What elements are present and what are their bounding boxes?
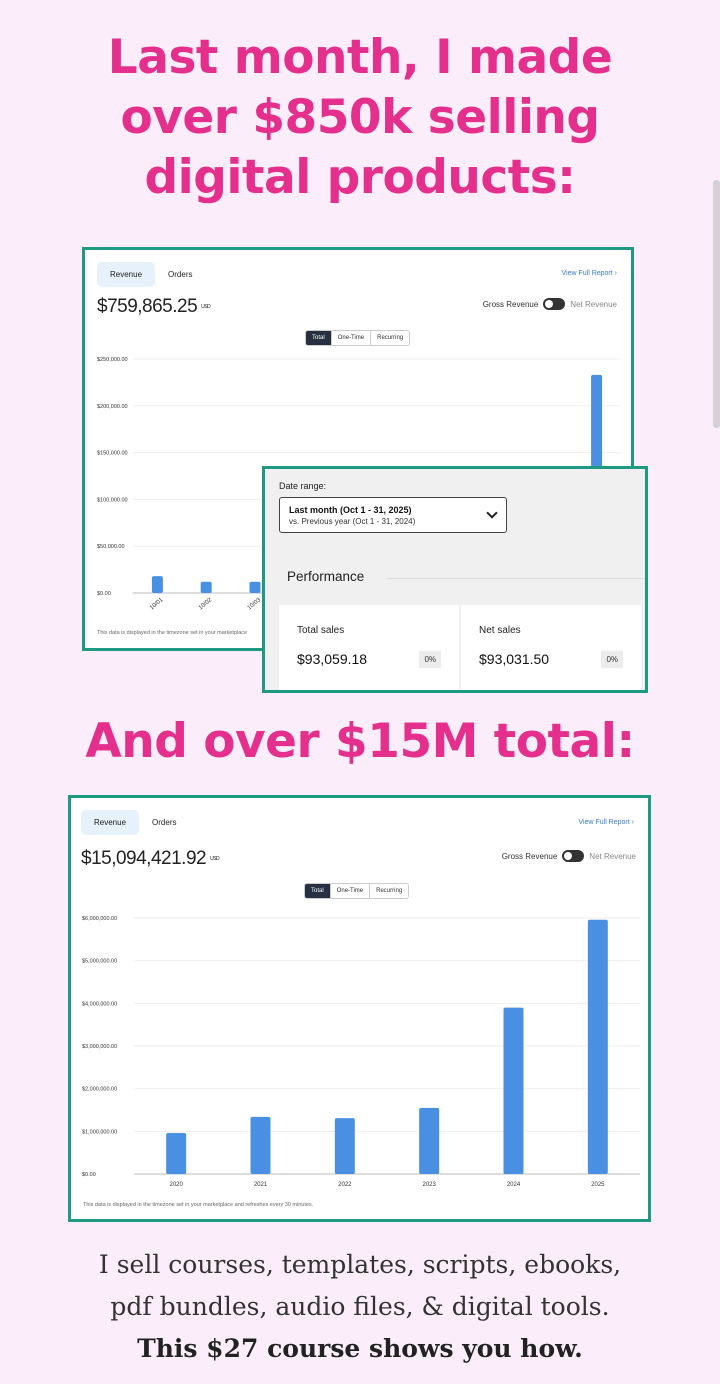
bar-2025[interactable]: [587, 919, 608, 1174]
bar-2023[interactable]: [419, 1107, 440, 1174]
net-sales-value: $93,031.50: [479, 651, 550, 667]
y-tick-label: $4,000,000.00: [82, 1001, 117, 1007]
timezone-footnote: This data is displayed in the timezone s…: [97, 630, 248, 636]
tab-orders[interactable]: Orders: [152, 818, 177, 827]
course-callout: This $27 course shows you how.: [137, 1334, 583, 1363]
tab-revenue[interactable]: Revenue: [97, 262, 156, 287]
y-tick-label: $100,000.00: [97, 497, 128, 503]
sales-performance-panel: Date range: Last month (Oct 1 - 31, 2025…: [262, 466, 648, 693]
currency-label: USD: [210, 855, 220, 862]
x-tick-label: 2024: [507, 1182, 521, 1188]
date-range-select[interactable]: Last month (Oct 1 - 31, 2025) vs. Previo…: [279, 497, 507, 533]
headline-line: Last month, I made: [107, 30, 613, 85]
type-segment-control: Total One-Time Recurring: [304, 883, 410, 899]
revenue-toggle[interactable]: [562, 850, 585, 862]
dashboard-tabs: Revenue Orders: [97, 262, 205, 287]
gross-revenue-label: Gross Revenue: [482, 299, 539, 309]
revenue-amount: $15,094,421.92 USD: [81, 848, 220, 870]
y-tick-label: $3,000,000.00: [82, 1044, 117, 1050]
total-sales-change-badge: 0%: [419, 651, 441, 668]
headline-line: over $850k selling: [120, 90, 600, 145]
tab-orders[interactable]: Orders: [168, 270, 193, 279]
revenue-toggle-group: Gross Revenue Net Revenue: [502, 850, 636, 862]
currency-label: USD: [201, 303, 211, 310]
y-tick-label: $1,000,000.00: [82, 1129, 117, 1135]
total-sales-label: Total sales: [297, 625, 345, 636]
revenue-value: $15,094,421.92: [81, 848, 207, 869]
bar-2021[interactable]: [250, 1116, 271, 1174]
bar-2020[interactable]: [166, 1133, 187, 1174]
x-tick-label: 2021: [254, 1182, 268, 1188]
net-sales-card: Net sales $93,031.50 0%: [461, 605, 641, 690]
y-tick-label: $50,000.00: [97, 544, 125, 550]
x-tick-label: 2020: [169, 1182, 183, 1188]
y-tick-label: $0.00: [82, 1172, 96, 1178]
headline-monthly: Last month, I made over $850k selling di…: [0, 28, 720, 208]
segment-one-time[interactable]: One-Time: [329, 884, 369, 898]
bar-10/01[interactable]: [151, 576, 163, 593]
y-tick-label: $0.00: [97, 591, 111, 597]
segment-one-time[interactable]: One-Time: [330, 331, 370, 345]
x-tick-label: 10/01: [149, 597, 165, 612]
closing-line: I sell courses, templates, scripts, eboo…: [98, 1250, 622, 1279]
segment-total[interactable]: Total: [306, 331, 331, 345]
revenue-toggle-group: Gross Revenue Net Revenue: [483, 298, 617, 310]
bar-10/02[interactable]: [200, 581, 212, 593]
view-full-report-link[interactable]: View Full Report ›: [578, 819, 634, 826]
net-revenue-label: Net Revenue: [589, 851, 636, 861]
x-tick-label: 2025: [591, 1182, 605, 1188]
y-tick-label: $150,000.00: [97, 451, 128, 457]
headline-line: digital products:: [144, 150, 576, 205]
date-range-comparison: vs. Previous year (Oct 1 - 31, 2024): [289, 517, 416, 526]
y-tick-label: $6,000,000.00: [82, 916, 117, 922]
total-sales-card: Total sales $93,059.18 0%: [279, 605, 459, 690]
divider: [387, 578, 645, 579]
timezone-footnote: This data is displayed in the timezone s…: [83, 1202, 314, 1208]
dashboard-tabs: Revenue Orders: [81, 810, 189, 835]
revenue-toggle[interactable]: [543, 298, 566, 310]
type-segment-control: Total One-Time Recurring: [305, 330, 411, 346]
y-tick-label: $250,000.00: [97, 357, 128, 363]
x-tick-label: 2022: [338, 1182, 352, 1188]
date-range-selected: Last month (Oct 1 - 31, 2025): [289, 505, 412, 515]
closing-cta: This $27 course shows you how.: [0, 1328, 720, 1370]
total-revenue-chart: $0.00 $1,000,000.00 $2,000,000.00 $3,000,00…: [82, 916, 640, 1188]
closing-copy: I sell courses, templates, scripts, eboo…: [0, 1244, 720, 1370]
segment-total[interactable]: Total: [305, 884, 330, 898]
view-full-report-link[interactable]: View Full Report ›: [561, 270, 617, 277]
closing-line: pdf bundles, audio files, & digital tool…: [110, 1292, 610, 1321]
date-range-label: Date range:: [279, 481, 327, 491]
tab-revenue[interactable]: Revenue: [81, 810, 140, 835]
gross-revenue-label: Gross Revenue: [501, 851, 558, 861]
bar-10/03[interactable]: [249, 581, 261, 593]
performance-heading: Performance: [287, 569, 365, 584]
segment-recurring[interactable]: Recurring: [370, 331, 409, 345]
revenue-amount: $759,865.25 USD: [97, 296, 211, 318]
y-tick-label: $5,000,000.00: [82, 959, 117, 965]
net-sales-label: Net sales: [479, 625, 521, 636]
net-sales-change-badge: 0%: [601, 651, 623, 668]
y-tick-label: $200,000.00: [97, 404, 128, 410]
revenue-value: $759,865.25: [97, 296, 198, 317]
net-revenue-label: Net Revenue: [570, 299, 617, 309]
y-tick-label: $2,000,000.00: [82, 1087, 117, 1093]
segment-recurring[interactable]: Recurring: [369, 884, 408, 898]
x-tick-label: 2023: [422, 1182, 436, 1188]
x-tick-label: 10/03: [247, 597, 263, 612]
headline-total: And over $15M total:: [85, 714, 635, 769]
x-tick-label: 10/02: [198, 597, 214, 612]
bar-2022[interactable]: [334, 1118, 355, 1174]
scrollbar[interactable]: [713, 180, 720, 428]
revenue-dashboard-total: Revenue Orders View Full Report › $15,09…: [68, 795, 651, 1222]
bar-2024[interactable]: [503, 1007, 524, 1174]
total-sales-value: $93,059.18: [297, 651, 368, 667]
